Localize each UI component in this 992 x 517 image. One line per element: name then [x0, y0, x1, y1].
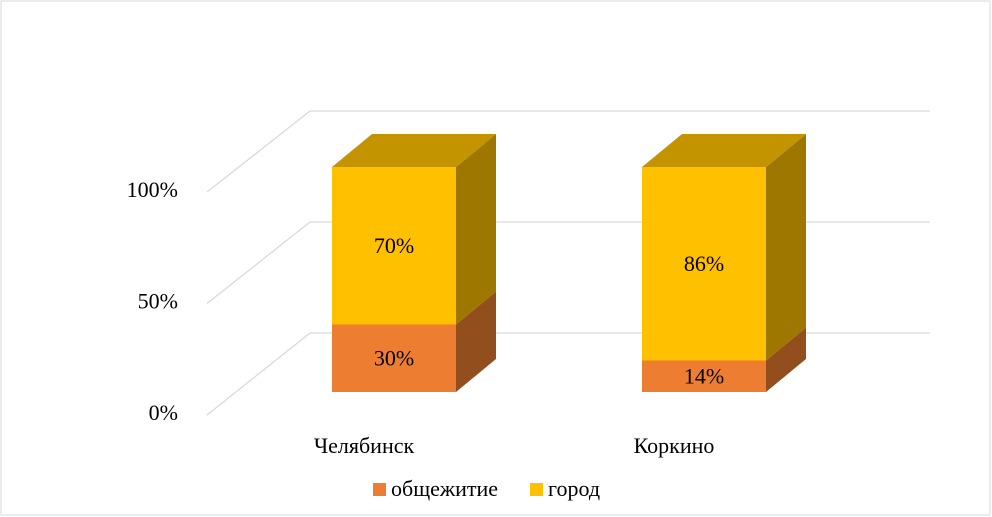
grid-line — [206, 221, 311, 305]
bar-front — [332, 324, 456, 392]
data-label: 86% — [684, 251, 724, 276]
data-label: 30% — [374, 345, 414, 370]
bar-front — [332, 167, 456, 325]
legend-swatch — [373, 483, 386, 496]
y-tick-label: 0% — [149, 400, 178, 425]
bar-side — [456, 134, 496, 325]
y-tick-label: 100% — [127, 177, 178, 202]
data-label: 70% — [374, 233, 414, 258]
data-label: 14% — [684, 363, 724, 388]
legend-label: город — [548, 476, 600, 501]
grid-line — [206, 332, 311, 416]
bar-top — [332, 134, 496, 167]
legend-swatch — [530, 483, 544, 496]
bar-front — [642, 360, 766, 392]
bar-side — [766, 327, 806, 392]
bar-side — [766, 134, 806, 361]
bar-front — [642, 167, 766, 361]
legend-label: общежитие — [391, 476, 498, 501]
grid-line — [206, 110, 311, 193]
bar-top — [642, 134, 806, 167]
bar-side — [456, 291, 496, 392]
x-tick-label: Челябинск — [314, 433, 415, 458]
x-tick-label: Коркино — [634, 433, 715, 458]
y-tick-label: 50% — [138, 289, 178, 314]
